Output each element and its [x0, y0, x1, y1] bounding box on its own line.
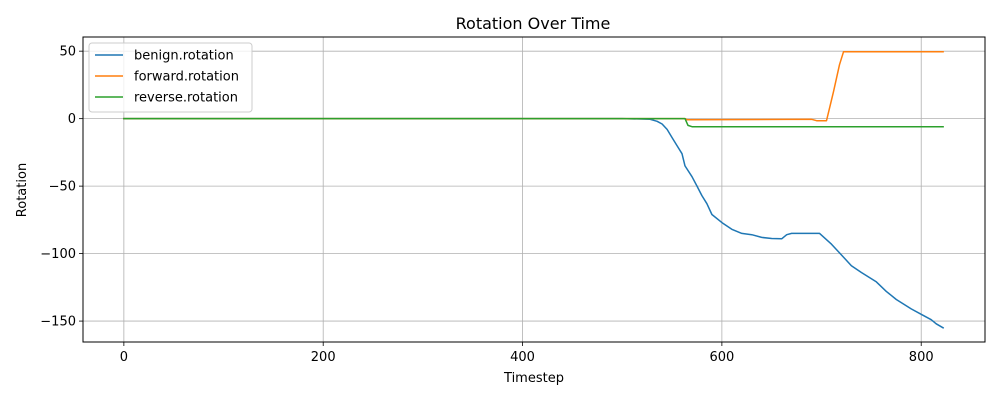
- series-line-benign-rotation: [123, 117, 945, 329]
- legend-label: forward.rotation: [134, 70, 239, 85]
- legend-box: [88, 42, 253, 113]
- x-axis-label: Timestep: [503, 371, 564, 386]
- y-axis-label: Rotation: [15, 163, 30, 217]
- plot-frame: [82, 36, 986, 343]
- x-tick-label: 200: [311, 350, 336, 365]
- legend: benign.rotation forward.rotation reverse.r…: [88, 42, 253, 113]
- y-tick-label: 0: [68, 112, 76, 127]
- legend-label: reverse.rotation: [134, 91, 238, 106]
- y-axis-ticks: 50 0 −50 −100 −150: [40, 45, 83, 330]
- chart-title: Rotation Over Time: [456, 14, 611, 33]
- x-tick-label: 0: [120, 350, 128, 365]
- x-tick-label: 800: [909, 350, 934, 365]
- series-line-reverse-rotation: [123, 117, 944, 128]
- y-tick-label: −100: [40, 247, 76, 262]
- y-tick-label: −150: [40, 315, 76, 330]
- series-lines: [123, 51, 945, 329]
- x-tick-label: 600: [709, 350, 734, 365]
- legend-label: benign.rotation: [134, 49, 234, 64]
- x-axis-ticks: 0 200 400 600 800: [120, 342, 934, 365]
- y-tick-label: −50: [49, 180, 76, 195]
- y-tick-label: 50: [59, 45, 76, 60]
- x-tick-label: 400: [510, 350, 535, 365]
